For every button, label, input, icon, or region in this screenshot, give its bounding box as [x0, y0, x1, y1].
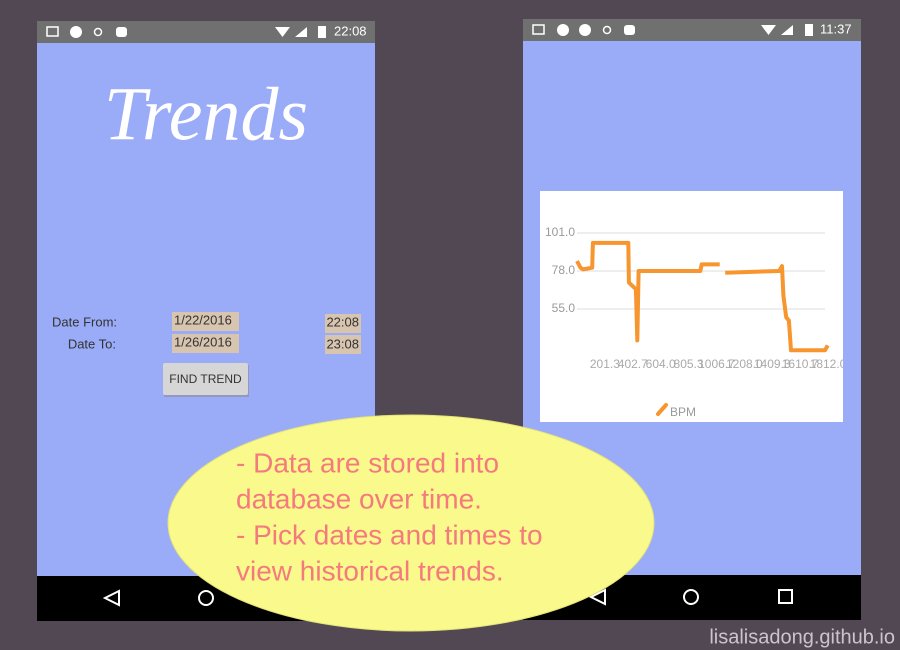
x-tick-label: 1812.0: [810, 357, 847, 371]
callout-bubble: [167, 414, 655, 632]
recents-button[interactable]: [778, 589, 793, 604]
date-from-label: Date From:: [52, 314, 117, 329]
x-tick-label: 201.3: [590, 357, 620, 371]
callout-line: view historical trends.: [236, 555, 504, 586]
x-tick-label: 1208.0: [726, 357, 763, 371]
callout-line: - Data are stored into: [236, 447, 499, 478]
status-time: 11:37: [820, 21, 852, 36]
y-tick-label: 55.0: [552, 301, 576, 315]
back-button[interactable]: [102, 589, 120, 607]
back-button[interactable]: [588, 588, 606, 606]
time-from[interactable]: 22:08: [326, 314, 359, 329]
chart: 101.078.055.0201.3402.7604.0805.31006.71…: [545, 225, 847, 419]
callout-text: - Data are stored into database over time…: [236, 447, 543, 586]
date-field[interactable]: [172, 334, 239, 353]
legend-label: BPM: [670, 405, 696, 419]
y-tick-label: 78.0: [552, 263, 576, 277]
date-from[interactable]: 1/22/2016: [174, 312, 232, 327]
status-icons: [46, 26, 326, 38]
x-tick-label: 1610.7: [782, 357, 819, 371]
date-field[interactable]: [172, 312, 239, 331]
nav-icons: [102, 589, 214, 607]
y-tick-label: 101.0: [545, 225, 575, 239]
nav-icons: [588, 588, 793, 606]
line-series: [575, 240, 830, 353]
x-tick-label: 1006.7: [698, 357, 735, 371]
chart-panel: [540, 191, 843, 422]
date-to[interactable]: 1/26/2016: [174, 334, 232, 349]
status-icons: [532, 24, 813, 36]
time-to[interactable]: 23:08: [326, 336, 359, 351]
button[interactable]: [163, 363, 248, 395]
footer: lisalisadong.github.io: [709, 626, 895, 648]
x-tick-label: 604.0: [646, 357, 676, 371]
home-button[interactable]: [198, 590, 214, 606]
callout-line: database over time.: [236, 483, 482, 514]
status-bar: [523, 19, 861, 41]
legend-swatch: [656, 403, 668, 416]
callout-line: - Pick dates and times to: [236, 519, 543, 550]
x-tick-label: 805.3: [674, 357, 704, 371]
screen-title: Trends: [104, 72, 308, 156]
time-field[interactable]: [325, 335, 361, 354]
button-label[interactable]: FIND TREND: [169, 372, 242, 386]
date-to-label: Date To:: [68, 336, 116, 351]
home-button[interactable]: [683, 589, 699, 605]
x-tick-label: 402.7: [618, 357, 648, 371]
x-tick-label: 1409.3: [754, 357, 791, 371]
time-field[interactable]: [325, 314, 361, 333]
status-bar: [37, 21, 375, 43]
status-time: 22:08: [334, 23, 367, 38]
